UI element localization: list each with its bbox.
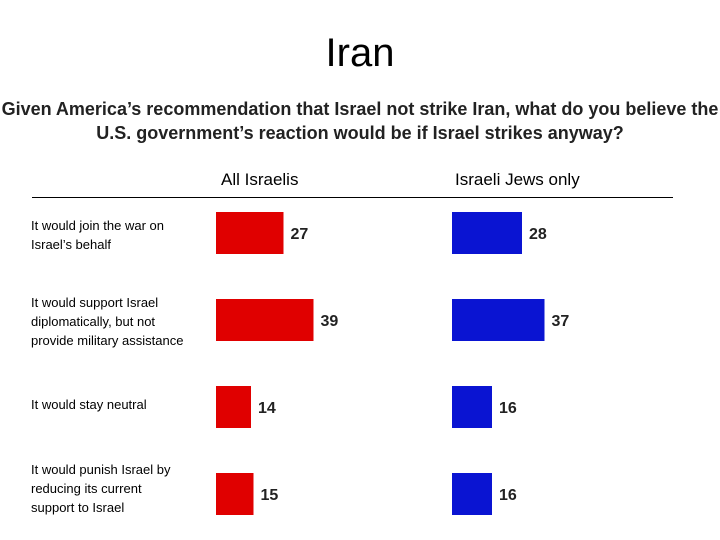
question-line-2: U.S. government’s reaction would be if I… [96, 123, 624, 143]
bar-all-israelis-3 [216, 473, 254, 515]
value-label: 14 [258, 400, 276, 417]
bar-jews-only-3 [452, 473, 492, 515]
bar-jews-only-0 [452, 212, 522, 254]
chart-title: Iran [325, 31, 395, 75]
value-label: 15 [261, 487, 279, 504]
question-text: Given America’s recommendation that Isra… [0, 97, 720, 145]
bar-all-israelis-1 [216, 299, 314, 341]
bar-jews-only-1 [452, 299, 545, 341]
header-divider [32, 197, 673, 198]
category-label-line: It would punish Israel by [31, 462, 171, 477]
legend-israeli-jews-only: Israeli Jews only [455, 170, 580, 189]
question-line-1: Given America’s recommendation that Isra… [1, 99, 719, 119]
value-label: 37 [552, 313, 570, 330]
value-label: 27 [291, 226, 309, 243]
category-label-line: reducing its current [31, 481, 142, 496]
category-label-line: It would support Israel [31, 295, 159, 310]
category-label-line: diplomatically, but not [31, 314, 156, 329]
value-label: 39 [321, 313, 339, 330]
category-label: It would support Israel diplomatically, b… [31, 293, 211, 350]
bar-all-israelis-2 [216, 386, 251, 428]
category-label: It would punish Israel by reducing its cu… [31, 460, 211, 517]
value-label: 16 [499, 400, 517, 417]
category-label: It would join the war on Israel’s behalf [31, 216, 211, 254]
category-label-line: It would join the war on [31, 218, 164, 233]
category-label: It would stay neutral [31, 395, 211, 414]
category-label-line: provide military assistance [31, 333, 184, 348]
value-label: 16 [499, 487, 517, 504]
category-label-line: Israel’s behalf [31, 237, 111, 252]
category-label-line: It would stay neutral [31, 397, 147, 412]
value-label: 28 [529, 226, 547, 243]
category-label-line: support to Israel [31, 500, 125, 515]
legend-all-israelis: All Israelis [221, 170, 299, 189]
bar-all-israelis-0 [216, 212, 284, 254]
bar-jews-only-2 [452, 386, 492, 428]
